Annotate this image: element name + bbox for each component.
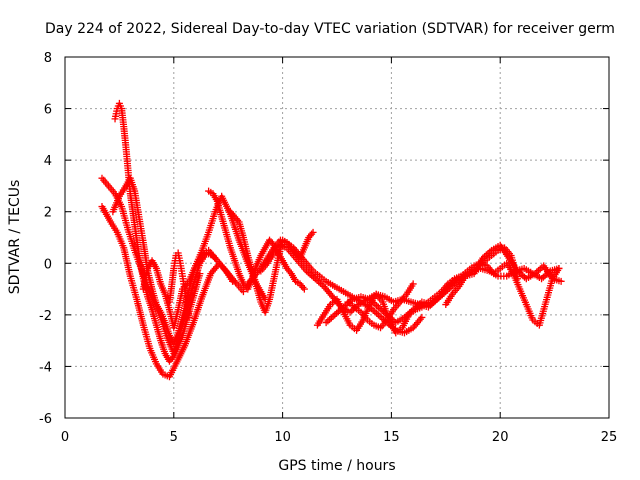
plot-frame <box>64 56 610 419</box>
data-point <box>239 288 247 296</box>
data-point <box>514 275 522 283</box>
y-tick-label: 6 <box>44 103 52 118</box>
x-tick-label: 5 <box>170 430 178 445</box>
x-tick-label: 0 <box>61 430 69 445</box>
x-tick-label: 10 <box>274 430 291 445</box>
y-tick-label: 0 <box>44 257 52 272</box>
series-track-m <box>344 280 417 332</box>
x-axis-label: GPS time / hours <box>278 458 395 474</box>
data-point <box>211 254 219 262</box>
data-point <box>418 313 426 321</box>
y-tick-label: -4 <box>39 360 52 375</box>
grid <box>65 57 609 418</box>
y-tick-label: 8 <box>44 51 52 66</box>
y-tick-label: 2 <box>44 206 52 221</box>
y-axis-label: SDTVAR / TECUs <box>7 180 23 295</box>
data-point <box>229 277 237 285</box>
y-tick-label: -6 <box>39 412 52 427</box>
data-point <box>196 270 204 278</box>
y-tick-label: 4 <box>44 154 52 169</box>
chart-title: Day 224 of 2022, Sidereal Day-to-day VTE… <box>45 21 615 37</box>
data-point <box>309 228 317 236</box>
data-point <box>300 285 308 293</box>
series-track-f <box>165 249 193 321</box>
axis-ticks: 0 5 10 15 20 25 -6 -4 -2 0 2 4 6 8 <box>39 51 617 445</box>
data-point <box>409 280 417 288</box>
data-point <box>555 264 563 272</box>
x-tick-label: 20 <box>492 430 509 445</box>
y-tick-label: -2 <box>39 309 52 324</box>
data-point <box>557 277 565 285</box>
series-track-n <box>442 244 522 309</box>
series-track-a <box>98 203 247 381</box>
x-tick-label: 15 <box>383 430 400 445</box>
data-point <box>185 313 193 321</box>
x-tick-label: 25 <box>601 430 618 445</box>
data-points <box>98 99 565 381</box>
